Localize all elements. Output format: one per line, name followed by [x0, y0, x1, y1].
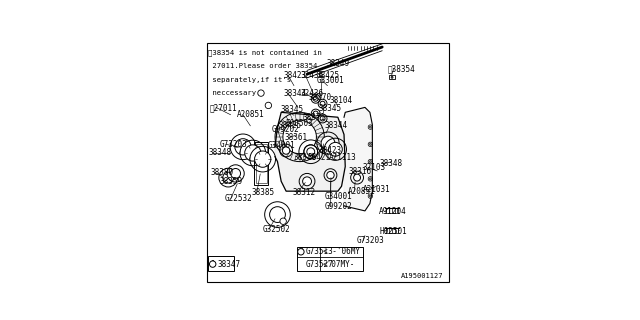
Circle shape	[223, 172, 234, 183]
Text: 38371: 38371	[303, 113, 326, 122]
Circle shape	[244, 145, 261, 161]
Text: 38423: 38423	[283, 71, 307, 80]
Text: 38380: 38380	[210, 168, 234, 177]
Text: < -'06MY: < -'06MY	[323, 247, 360, 256]
Text: 1: 1	[211, 260, 215, 268]
Text: 38104: 38104	[330, 96, 353, 105]
Text: 38348: 38348	[380, 159, 403, 168]
Text: 38421: 38421	[308, 153, 331, 162]
Text: 2: 2	[281, 218, 285, 224]
Circle shape	[369, 195, 371, 197]
Text: 38344: 38344	[324, 121, 348, 130]
Circle shape	[369, 178, 371, 180]
Circle shape	[282, 147, 290, 154]
Circle shape	[313, 111, 318, 116]
Text: A20851: A20851	[348, 187, 376, 196]
Text: G99202: G99202	[271, 125, 299, 134]
Polygon shape	[344, 108, 372, 211]
Text: 38316: 38316	[348, 167, 371, 176]
Bar	[389, 75, 395, 79]
Text: G73513: G73513	[306, 247, 333, 256]
Text: 38345: 38345	[281, 105, 304, 114]
Text: 2: 2	[299, 247, 303, 256]
Text: G73203: G73203	[357, 236, 385, 245]
Text: 38348: 38348	[208, 148, 231, 157]
Text: 38385: 38385	[252, 188, 275, 197]
Text: neccessary.: neccessary.	[208, 90, 260, 96]
Circle shape	[303, 177, 312, 186]
Text: G22532: G22532	[225, 194, 252, 203]
Circle shape	[269, 207, 285, 222]
Text: G34001: G34001	[268, 141, 296, 150]
Text: 32436: 32436	[300, 89, 324, 98]
Text: E00503: E00503	[285, 119, 312, 128]
Text: 38359: 38359	[220, 177, 243, 186]
Text: 38346: 38346	[293, 153, 316, 162]
Text: <'07MY-: <'07MY-	[323, 260, 355, 268]
Circle shape	[369, 161, 371, 163]
Text: G99202: G99202	[324, 202, 352, 211]
Circle shape	[235, 139, 251, 155]
Circle shape	[320, 116, 325, 121]
Circle shape	[280, 218, 286, 224]
Circle shape	[258, 90, 264, 96]
Circle shape	[255, 151, 271, 167]
Circle shape	[391, 76, 393, 78]
Circle shape	[313, 96, 318, 101]
Circle shape	[328, 142, 342, 156]
Text: 38425: 38425	[317, 71, 340, 80]
Circle shape	[230, 169, 241, 178]
Circle shape	[321, 136, 335, 150]
Text: 32103: 32103	[363, 163, 386, 172]
Text: 38312: 38312	[292, 188, 316, 197]
Text: G34001: G34001	[324, 192, 352, 201]
Circle shape	[298, 249, 304, 255]
Circle shape	[327, 172, 334, 179]
Text: 1: 1	[259, 90, 263, 96]
Text: 38347: 38347	[218, 260, 241, 268]
Text: A91204: A91204	[380, 207, 407, 216]
Text: 38344: 38344	[283, 89, 307, 98]
Circle shape	[369, 126, 371, 128]
Text: 1: 1	[266, 102, 271, 108]
Text: A20851: A20851	[237, 110, 264, 119]
Polygon shape	[275, 112, 345, 191]
Text: ※38354 is not contained in: ※38354 is not contained in	[208, 50, 322, 56]
Circle shape	[307, 148, 315, 156]
Text: 27011.Please order 38354: 27011.Please order 38354	[208, 63, 317, 69]
Text: G73203: G73203	[220, 140, 247, 149]
Bar	[297, 247, 363, 271]
Text: 38361: 38361	[285, 133, 308, 142]
Circle shape	[209, 261, 216, 267]
Circle shape	[320, 101, 325, 106]
Text: 38370: 38370	[308, 92, 332, 101]
Circle shape	[265, 102, 271, 108]
Text: A21031: A21031	[363, 185, 391, 195]
Text: H02501: H02501	[380, 227, 407, 236]
Text: ※27011: ※27011	[210, 103, 237, 112]
Text: G73527: G73527	[306, 260, 333, 268]
Text: G33001: G33001	[316, 76, 344, 85]
Circle shape	[354, 174, 360, 181]
Text: 38425: 38425	[278, 121, 301, 130]
Bar	[254, 142, 268, 185]
Circle shape	[369, 143, 371, 145]
Text: G32502: G32502	[262, 225, 291, 234]
Circle shape	[304, 145, 317, 159]
Text: 38345: 38345	[319, 104, 342, 113]
Text: 38423: 38423	[319, 146, 342, 155]
Bar	[209, 256, 234, 271]
Text: ※38354: ※38354	[388, 64, 415, 73]
Text: A21113: A21113	[328, 153, 356, 162]
Bar	[256, 144, 267, 183]
Text: separately,if it's: separately,if it's	[208, 76, 291, 83]
Circle shape	[283, 120, 316, 154]
Text: A195001127: A195001127	[401, 273, 444, 279]
Text: 38349: 38349	[326, 59, 349, 68]
Text: 32436: 32436	[300, 71, 324, 80]
